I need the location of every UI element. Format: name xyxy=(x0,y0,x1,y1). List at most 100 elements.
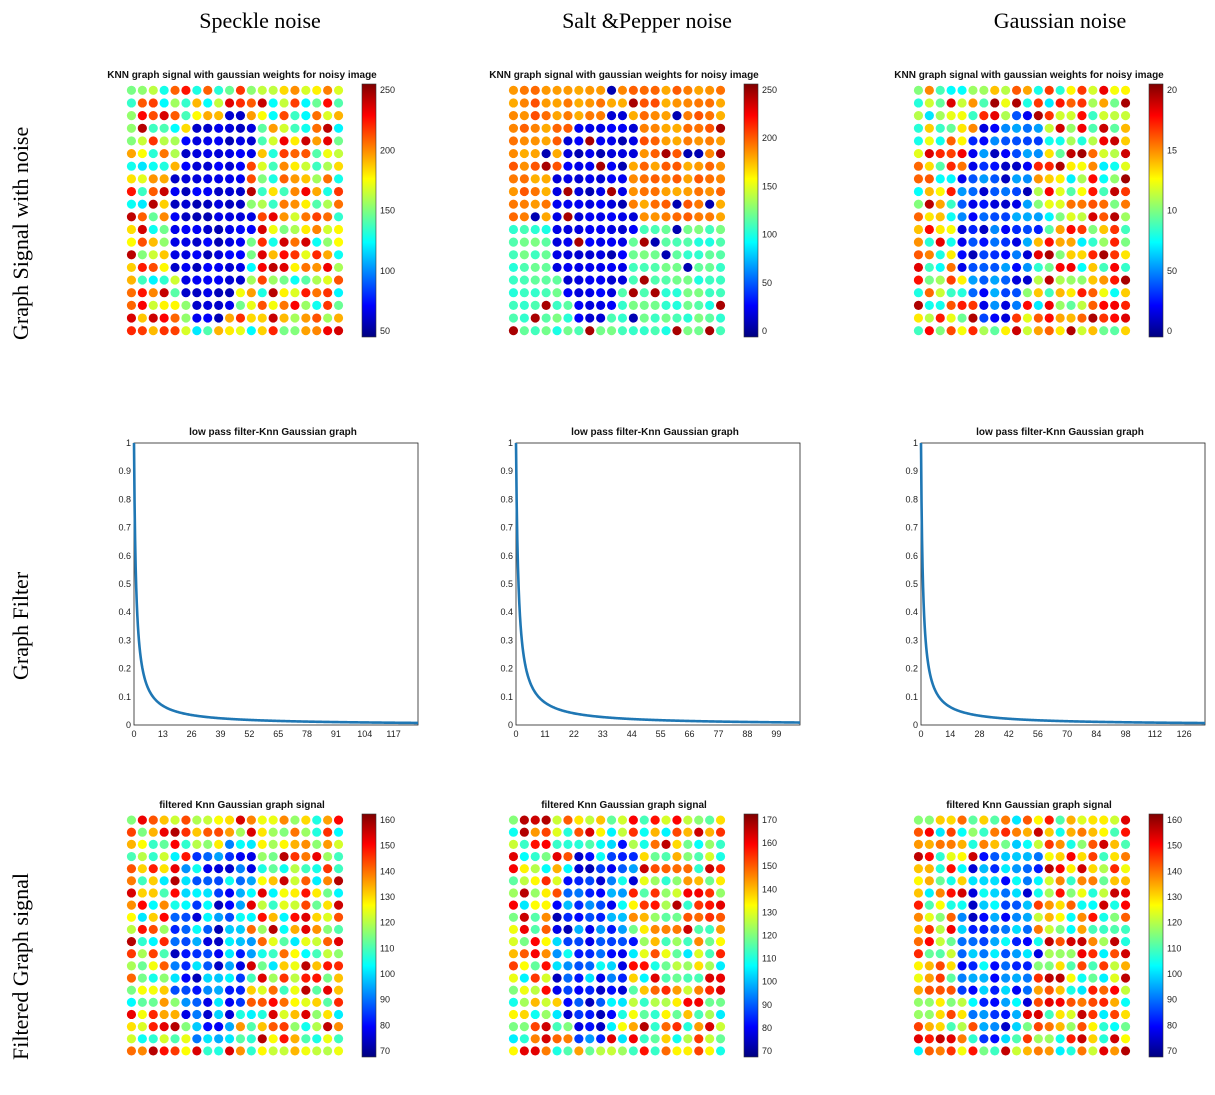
graph-node xyxy=(148,288,158,298)
graph-node xyxy=(661,900,671,910)
graph-node xyxy=(563,262,573,273)
graph-node xyxy=(606,961,617,971)
graph-node xyxy=(1011,912,1022,922)
graph-node xyxy=(1110,237,1120,247)
graph-node xyxy=(246,949,256,959)
chart-svg: KNN graph signal with gaussian weights f… xyxy=(894,70,1177,338)
graph-node xyxy=(301,949,311,959)
graph-node xyxy=(137,900,147,910)
graph-node xyxy=(990,876,1000,886)
graph-node xyxy=(192,326,202,336)
graph-node xyxy=(1110,949,1120,959)
graph-node xyxy=(192,864,202,874)
graph-node xyxy=(530,224,540,235)
graph-node xyxy=(661,1046,671,1056)
graph-node xyxy=(1022,123,1033,133)
graph-node xyxy=(639,876,649,886)
graph-node xyxy=(715,912,726,922)
graph-node xyxy=(148,275,158,285)
graph-node xyxy=(508,888,519,898)
graph-node xyxy=(530,876,540,886)
graph-node xyxy=(552,973,562,983)
graph-node xyxy=(990,237,1000,247)
graph-node xyxy=(650,864,660,874)
graph-node xyxy=(694,936,704,947)
graph-node xyxy=(333,985,344,995)
graph-node xyxy=(170,174,180,184)
graph-node xyxy=(1066,136,1076,146)
graph-node xyxy=(279,912,289,922)
graph-node xyxy=(508,973,519,983)
graph-node xyxy=(935,250,945,260)
graph-node xyxy=(1022,949,1033,959)
graph-node xyxy=(126,924,137,935)
graph-node xyxy=(170,111,180,121)
graph-node xyxy=(1001,1022,1011,1032)
graph-node xyxy=(1088,949,1098,959)
graph-node xyxy=(1066,985,1076,995)
graph-node xyxy=(617,936,628,947)
x-tick-label: 0 xyxy=(513,729,518,739)
graph-node xyxy=(968,288,978,298)
graph-node xyxy=(596,111,606,121)
graph-node xyxy=(301,973,311,983)
graph-node xyxy=(235,864,246,874)
graph-node xyxy=(935,199,945,209)
graph-node xyxy=(235,924,246,935)
graph-node xyxy=(990,212,1000,222)
graph-node xyxy=(990,98,1000,108)
graph-node xyxy=(639,997,649,1007)
graph-node xyxy=(148,186,158,197)
graph-node xyxy=(585,961,595,971)
graph-node xyxy=(192,111,202,121)
graph-node xyxy=(715,864,726,874)
graph-node xyxy=(268,1022,278,1032)
graph-node xyxy=(990,148,1000,159)
graph-node xyxy=(661,85,671,95)
graph-node xyxy=(1055,111,1065,121)
graph-node xyxy=(290,973,300,983)
graph-node xyxy=(672,851,682,862)
graph-node xyxy=(1011,288,1022,298)
graph-node xyxy=(946,876,956,886)
graph-node xyxy=(596,288,606,298)
graph-node xyxy=(979,912,989,922)
graph-node xyxy=(519,313,529,323)
graph-node xyxy=(301,161,311,171)
graph-node xyxy=(694,876,704,886)
graph-node xyxy=(606,224,617,235)
graph-node xyxy=(126,900,137,910)
graph-node xyxy=(913,1046,924,1056)
graph-node xyxy=(935,876,945,886)
graph-node xyxy=(1099,300,1109,310)
graph-node xyxy=(530,313,540,323)
graph-node xyxy=(924,186,934,197)
graph-node xyxy=(935,237,945,247)
graph-node xyxy=(715,136,726,146)
graph-node xyxy=(224,313,235,323)
graph-node xyxy=(235,262,246,273)
graph-node xyxy=(203,839,213,849)
graph-node xyxy=(1088,123,1098,133)
colorbar-tick-label: 140 xyxy=(1167,866,1182,876)
graph-node xyxy=(541,98,551,108)
graph-node xyxy=(235,313,246,323)
graph-node xyxy=(170,199,180,209)
graph-node xyxy=(957,174,967,184)
graph-node xyxy=(935,224,945,235)
graph-node xyxy=(705,275,715,285)
graph-node xyxy=(530,815,540,825)
graph-node xyxy=(323,1034,333,1044)
graph-node xyxy=(224,111,235,121)
graph-node xyxy=(935,961,945,971)
graph-node xyxy=(552,924,562,935)
graph-node xyxy=(1066,961,1076,971)
graph-node xyxy=(333,815,344,825)
graph-node xyxy=(1077,876,1087,886)
graph-node xyxy=(924,326,934,336)
graph-node xyxy=(246,111,256,121)
graph-node xyxy=(1088,961,1098,971)
graph-node xyxy=(170,1022,180,1032)
graph-node xyxy=(650,1034,660,1044)
graph-node xyxy=(333,212,344,222)
